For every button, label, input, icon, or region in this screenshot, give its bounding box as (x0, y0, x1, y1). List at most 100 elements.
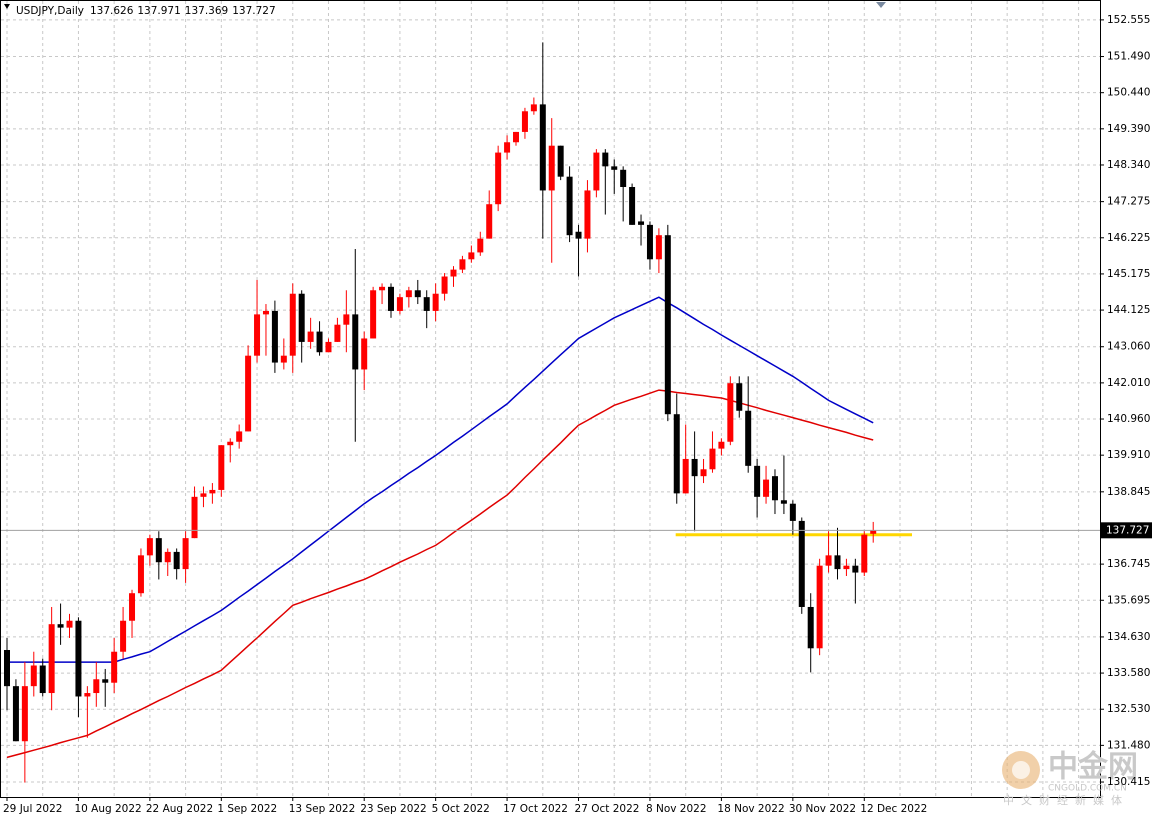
x-tick-label: 18 Nov 2022 (717, 803, 784, 815)
marks (1, 42, 1100, 783)
candle-body (173, 551, 180, 570)
candle-body (646, 224, 653, 260)
x-tick-label: 22 Aug 2022 (146, 803, 213, 815)
candle-body (593, 152, 600, 191)
candle-body (218, 445, 225, 490)
candle-body (129, 593, 136, 621)
watermark-brand: 中金网 (1048, 750, 1138, 785)
y-tick-label: 147.275 (1107, 196, 1150, 208)
y-tick-label: 151.490 (1107, 51, 1150, 63)
candle-body (289, 293, 296, 356)
candle-body (111, 651, 118, 683)
candle-body (298, 293, 305, 342)
candle-body (816, 565, 823, 649)
candle-body (798, 520, 805, 607)
y-tick-label: 145.175 (1107, 268, 1150, 280)
candle-body (262, 310, 269, 315)
candle-body (379, 286, 386, 291)
x-tick-label: 13 Sep 2022 (289, 803, 356, 815)
candle-body (441, 276, 448, 294)
candle-body (566, 176, 573, 236)
candle-body (664, 235, 671, 415)
candle-body (120, 620, 127, 652)
candle-body (137, 555, 144, 594)
x-tick-label: 27 Oct 2022 (575, 803, 640, 815)
candle-body (870, 530, 877, 534)
menu-marker (4, 4, 10, 9)
y-tick-label: 143.060 (1107, 341, 1150, 353)
x-tick-label: 5 Oct 2022 (432, 803, 490, 815)
y-tick-label: 144.125 (1107, 304, 1150, 316)
watermark-site: CNGOLD.COM.CN (1048, 784, 1127, 794)
x-tick-label: 8 Nov 2022 (646, 803, 707, 815)
candle-body (745, 410, 752, 466)
candle-body (620, 169, 627, 188)
candle-body (191, 496, 198, 539)
candle-body (834, 555, 841, 570)
candle-body (146, 538, 153, 556)
candle-body (307, 331, 314, 342)
symbol: USDJPY,Daily (16, 5, 84, 17)
candle-body (477, 238, 484, 253)
candle-body (155, 538, 162, 563)
price-tag-label: 137.727 (1106, 524, 1149, 536)
y-tick-label: 134.630 (1107, 631, 1150, 643)
price-tag (1100, 522, 1152, 539)
candle-body (709, 448, 716, 470)
candle-body (236, 431, 243, 442)
candle-body (682, 458, 689, 494)
candle-body (825, 555, 832, 566)
watermark: 中金网 CNGOLD.COM.CN 中文财经新媒体 (1002, 750, 1138, 807)
candle-body (843, 565, 850, 570)
x-tick-label: 12 Dec 2022 (860, 803, 927, 815)
candle-body (495, 152, 502, 205)
candle-body (736, 383, 743, 411)
candle-body (280, 355, 287, 363)
ohlc-low: 137.369 (185, 5, 228, 17)
x-tick-label: 29 Jul 2022 (3, 803, 62, 815)
moving-average (7, 296, 874, 663)
candle-body (102, 679, 109, 683)
y-tick-label: 142.010 (1107, 377, 1150, 389)
candle-body (763, 479, 770, 497)
y-tick-label: 139.910 (1107, 449, 1150, 461)
candle-body (468, 252, 475, 260)
ohlc-close: 137.727 (232, 5, 275, 17)
y-tick-label: 146.225 (1107, 232, 1150, 244)
candle-body (405, 290, 412, 298)
candle-body (39, 665, 46, 694)
y-tick-label: 135.695 (1107, 594, 1150, 606)
ohlc-open: 137.626 (90, 5, 134, 17)
candle-body (12, 686, 19, 742)
candle-body (727, 383, 734, 442)
candle-body (504, 142, 511, 153)
candle-body (66, 620, 73, 628)
candle-body (459, 259, 466, 270)
y-tick-label: 131.480 (1107, 739, 1150, 751)
candle-body (789, 503, 796, 521)
watermark-slogan: 中文财经新媒体 (1003, 793, 1129, 807)
candle-body (396, 297, 403, 311)
x-tick-label: 17 Oct 2022 (503, 803, 568, 815)
candle-body (780, 500, 787, 504)
y-tick-label: 136.745 (1107, 558, 1150, 570)
candle-body (316, 331, 323, 353)
candle-body (245, 355, 252, 432)
y-tick-label: 150.440 (1107, 87, 1150, 99)
candle-body (352, 314, 359, 370)
candle-body (334, 324, 341, 342)
candle-body (771, 476, 778, 501)
x-tick-label: 30 Nov 2022 (789, 803, 856, 815)
candle-body (325, 341, 332, 353)
candle-body (30, 665, 37, 687)
candle-body (718, 441, 725, 449)
candle-body (423, 297, 430, 311)
candle-body (584, 190, 591, 239)
candle-body (343, 314, 350, 325)
y-tick-label: 152.555 (1107, 14, 1150, 26)
candle-body (655, 235, 662, 260)
candle-body (486, 204, 493, 239)
y-tick-label: 148.340 (1107, 159, 1150, 171)
candle-body (548, 145, 555, 191)
